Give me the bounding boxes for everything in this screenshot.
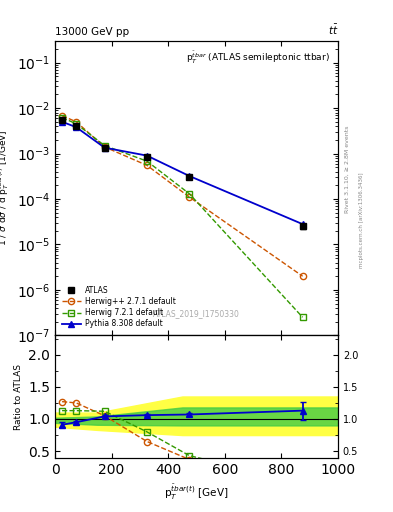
Text: mcplots.cern.ch [arXiv:1306.3436]: mcplots.cern.ch [arXiv:1306.3436] [359,173,364,268]
Text: p$_T^{\bar{t}bar}$ (ATLAS semileptonic ttbar): p$_T^{\bar{t}bar}$ (ATLAS semileptonic t… [186,50,329,66]
Text: ATLAS_2019_I1750330: ATLAS_2019_I1750330 [153,309,240,317]
Text: $t\bar{t}$: $t\bar{t}$ [327,23,338,37]
X-axis label: p$_T^{\bar{t}bar(t)}$ [GeV]: p$_T^{\bar{t}bar(t)}$ [GeV] [164,483,229,502]
Y-axis label: Ratio to ATLAS: Ratio to ATLAS [14,364,23,430]
Text: Rivet 3.1.10, ≥ 2.8M events: Rivet 3.1.10, ≥ 2.8M events [345,125,349,212]
Legend: ATLAS, Herwig++ 2.7.1 default, Herwig 7.2.1 default, Pythia 8.308 default: ATLAS, Herwig++ 2.7.1 default, Herwig 7.… [59,283,179,332]
Y-axis label: 1 / $\sigma$ d$\sigma$ / d p$_T^{\bar{t}bar(t)}$ [1/GeV]: 1 / $\sigma$ d$\sigma$ / d p$_T^{\bar{t}… [0,130,11,246]
Text: 13000 GeV pp: 13000 GeV pp [55,28,129,37]
